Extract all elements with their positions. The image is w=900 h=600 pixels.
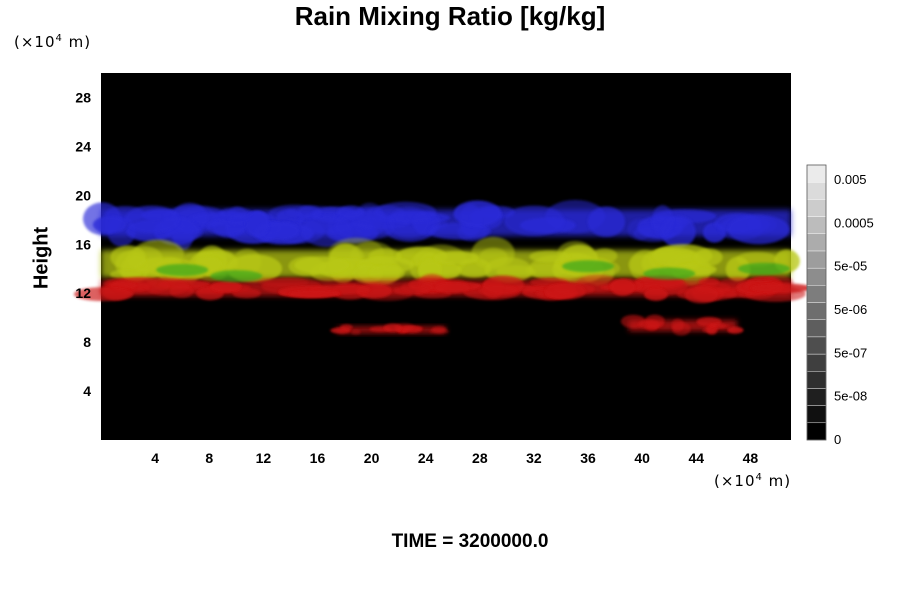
x-tick-label: 8 xyxy=(205,450,213,466)
colorbar-segment xyxy=(806,302,827,320)
colorbar-segment xyxy=(806,285,827,303)
colorbar-segment xyxy=(806,388,827,406)
y-axis-ticks: 4 8 12 16 20 24 28 xyxy=(75,89,91,399)
colorbar-tick-label: 0.0005 xyxy=(834,215,874,230)
green-highlights xyxy=(156,260,790,283)
colorbar-frame xyxy=(806,164,827,441)
colorbar-tick-label: 5e-07 xyxy=(834,345,867,360)
colorbar: 0.005 0.0005 5e-05 5e-06 5e-07 5e-08 0 xyxy=(806,164,874,447)
chart-title: Rain Mixing Ratio [kg/kg] xyxy=(294,1,606,31)
data-band xyxy=(620,314,744,336)
data-bands xyxy=(73,199,813,336)
data-band xyxy=(83,199,791,251)
x-tick-label: 32 xyxy=(526,450,542,466)
y-tick-label: 28 xyxy=(75,89,91,105)
x-tick-label: 20 xyxy=(364,450,380,466)
colorbar-tick-label: 5e-06 xyxy=(834,302,867,317)
colorbar-segment xyxy=(806,164,827,183)
time-label: TIME = 3200000.0 xyxy=(391,531,549,552)
y-tick-label: 8 xyxy=(83,334,91,350)
x-tick-label: 44 xyxy=(689,450,705,466)
colorbar-segment xyxy=(806,233,827,252)
colorbar-segment xyxy=(806,405,827,424)
x-tick-label: 36 xyxy=(580,450,596,466)
colorbar-tick-label: 5e-08 xyxy=(834,389,867,404)
colorbar-tick-label: 5e-05 xyxy=(834,259,867,274)
y-tick-label: 24 xyxy=(75,138,91,154)
x-tick-label: 16 xyxy=(310,450,326,466)
colorbar-segment xyxy=(806,199,827,217)
y-tick-label: 12 xyxy=(75,285,91,301)
y-tick-label: 16 xyxy=(75,236,91,252)
y-tick-label: 20 xyxy=(75,187,91,203)
colorbar-segment xyxy=(806,353,827,372)
data-band xyxy=(73,274,813,304)
y-tick-label: 4 xyxy=(83,383,91,399)
x-tick-label: 24 xyxy=(418,450,434,466)
colorbar-segment xyxy=(806,267,827,286)
y-axis-unit: (×104 m) xyxy=(14,33,92,51)
x-tick-label: 40 xyxy=(634,450,650,466)
colorbar-segment xyxy=(806,371,827,389)
x-tick-label: 28 xyxy=(472,450,488,466)
colorbar-segment xyxy=(806,422,827,441)
colorbar-segment xyxy=(806,336,827,355)
colorbar-segment xyxy=(806,216,827,234)
x-tick-label: 4 xyxy=(151,450,159,466)
colorbar-segment xyxy=(806,319,827,338)
colorbar-tick-label: 0 xyxy=(834,432,841,447)
data-band xyxy=(329,322,450,335)
colorbar-segment xyxy=(806,250,827,269)
x-axis-unit: (×104 m) xyxy=(714,472,792,490)
x-tick-label: 12 xyxy=(256,450,272,466)
colorbar-tick-label: 0.005 xyxy=(834,172,867,187)
colorbar-segment xyxy=(806,181,827,200)
x-tick-label: 48 xyxy=(743,450,759,466)
x-axis-ticks: 4 8 12 16 20 24 28 32 36 40 44 48 xyxy=(151,450,758,466)
